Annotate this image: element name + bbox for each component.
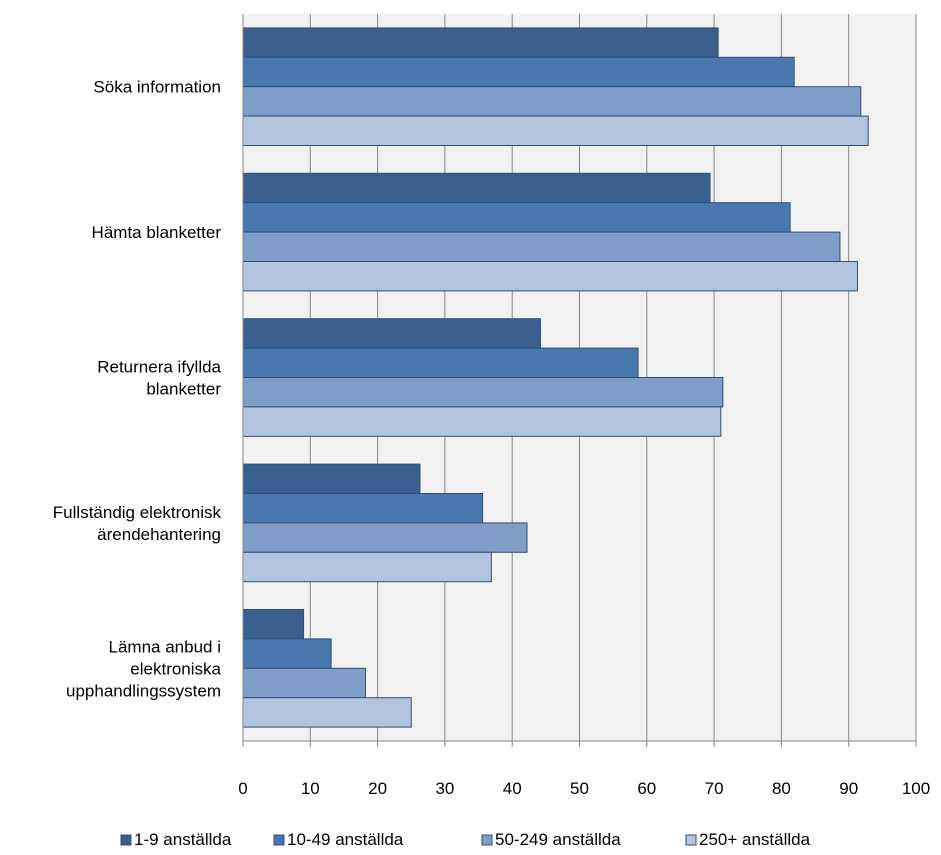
legend-label: 1-9 anställda [134,830,232,849]
category-label: Söka information [93,78,221,97]
legend-label: 250+ anställda [699,830,811,849]
category-label: Hämta blanketter [92,223,222,242]
bar [242,377,724,408]
category-label: Fullständig elektronisk [53,503,222,522]
category-label: upphandlingssystem [66,681,221,700]
legend: 1-9 anställda 10-49 anställda 50-249 anstä… [120,830,811,849]
bar [242,56,795,88]
bar [242,551,492,583]
bar [242,347,639,379]
category-label: Lämna anbud i [109,637,221,656]
bar [242,261,858,292]
x-tick-label: 10 [301,779,320,798]
bar [242,522,528,553]
legend-swatch [685,834,697,846]
legend-label: 50-249 anställda [495,830,621,849]
x-tick-label: 100 [902,779,930,798]
bar [242,115,869,146]
bars [242,27,869,728]
legend-swatch [481,834,493,846]
bar [242,231,841,263]
x-tick-label: 80 [772,779,791,798]
bar [242,318,541,349]
x-tick-label: 70 [705,779,724,798]
x-tick-labels: 0 10 20 30 40 50 60 70 80 90 100 [238,741,930,798]
x-tick-label: 90 [839,779,858,798]
legend-swatch [120,834,132,846]
bar [242,202,791,233]
bar [242,172,711,204]
bar [242,406,722,437]
x-tick-label: 60 [637,779,656,798]
bar [242,667,366,699]
bar [242,463,421,495]
x-tick-label: 0 [238,779,247,798]
x-tick-label: 50 [570,779,589,798]
category-labels: Söka information Hämta blanketter Returner… [53,78,222,701]
bar [242,638,332,669]
bar [242,86,862,117]
x-tick-label: 30 [435,779,454,798]
bar [242,493,484,524]
category-label: Returnera ifyllda [97,358,221,377]
category-label: blanketter [146,380,221,399]
legend-swatch [273,834,285,846]
bar [242,697,412,728]
x-tick-label: 20 [368,779,387,798]
legend-label: 10-49 anställda [287,830,404,849]
x-tick-label: 40 [503,779,522,798]
category-label: ärendehantering [97,525,221,544]
bar [242,27,719,58]
category-label: elektroniska [130,659,221,678]
bar [242,609,305,640]
